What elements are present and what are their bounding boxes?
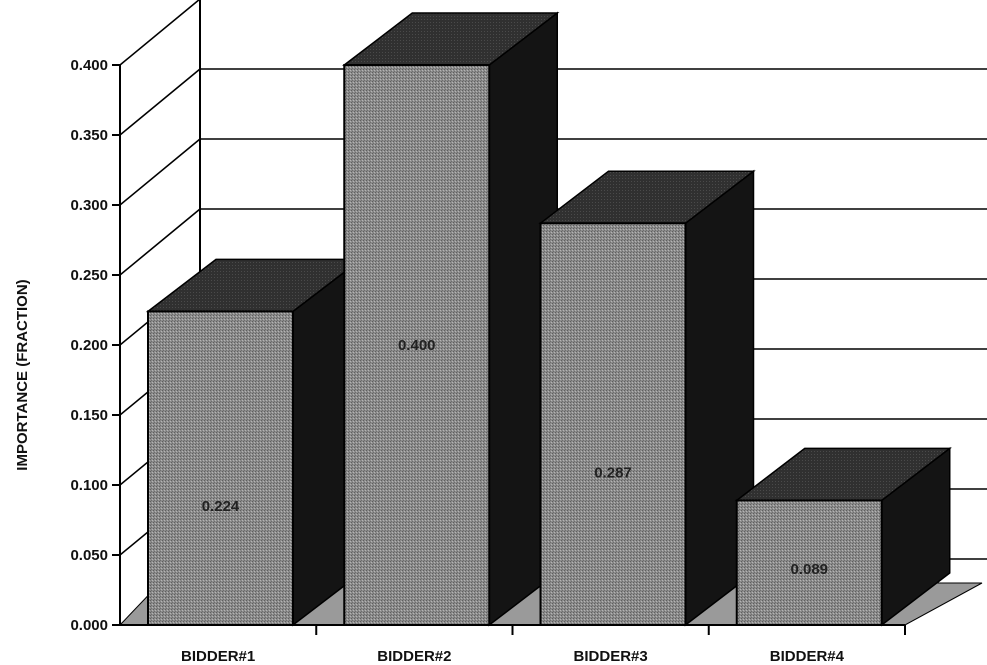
y-tick-label: 0.350 (70, 127, 108, 144)
data-label: 0.287 (594, 464, 632, 481)
x-tick-label: BIDDER#3 (574, 648, 648, 665)
bars: 0.224 0.400 0.287 0.089 (145, 11, 952, 627)
y-tick-label: 0.200 (70, 337, 108, 354)
y-axis-label: IMPORTANCE (FRACTION) (14, 279, 31, 470)
bar (539, 222, 687, 626)
x-tick-label: BIDDER#1 (181, 648, 255, 665)
bar (343, 64, 491, 626)
y-tick-label: 0.050 (70, 547, 108, 564)
y-tick-label: 0.100 (70, 477, 108, 494)
data-label: 0.224 (202, 498, 240, 515)
gridline-diagonal (119, 0, 201, 66)
x-tick-label: BIDDER#4 (770, 648, 845, 665)
y-tick-label: 0.250 (70, 267, 108, 284)
x-tick-label: BIDDER#2 (377, 648, 451, 665)
y-tick-label: 0.400 (70, 57, 108, 74)
data-label: 0.400 (398, 337, 436, 354)
y-tick-label: 0.000 (70, 617, 108, 634)
axes: 0.000 0.050 0.100 0.150 0.200 0.250 0.300 0.350… (70, 57, 906, 665)
gridline-diagonal (119, 138, 201, 206)
bar (147, 310, 294, 626)
y-tick-label: 0.300 (70, 197, 108, 214)
gridline-diagonal (119, 68, 201, 136)
gridline-diagonal (119, 208, 201, 276)
y-tick-label: 0.150 (70, 407, 108, 424)
data-label: 0.089 (790, 561, 828, 578)
